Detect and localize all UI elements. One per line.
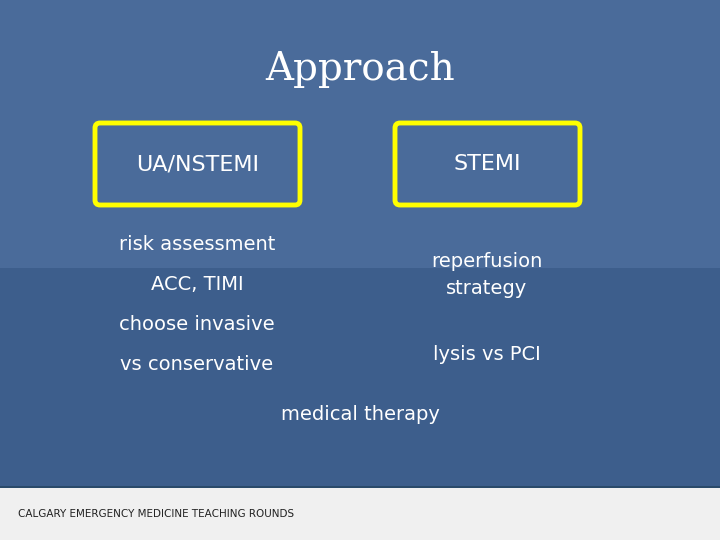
Text: risk assessment: risk assessment [119,235,275,254]
Text: ACC, TIMI: ACC, TIMI [150,275,243,294]
FancyBboxPatch shape [395,123,580,205]
Text: UA/NSTEMI: UA/NSTEMI [136,154,259,174]
FancyBboxPatch shape [95,123,300,205]
Text: medical therapy: medical therapy [281,406,439,424]
Text: lysis vs PCI: lysis vs PCI [433,346,541,365]
Text: vs conservative: vs conservative [120,355,274,375]
Bar [0,488,720,540]
Text: CALGARY EMERGENCY MEDICINE TEACHING ROUNDS: CALGARY EMERGENCY MEDICINE TEACHING ROUN… [18,509,294,519]
Text: choose invasive: choose invasive [120,315,275,334]
Bar [0,268,720,488]
Text: reperfusion
strategy: reperfusion strategy [431,252,543,298]
Text: STEMI: STEMI [454,154,521,174]
Text: Approach: Approach [265,51,455,89]
Bar [0,486,720,488]
